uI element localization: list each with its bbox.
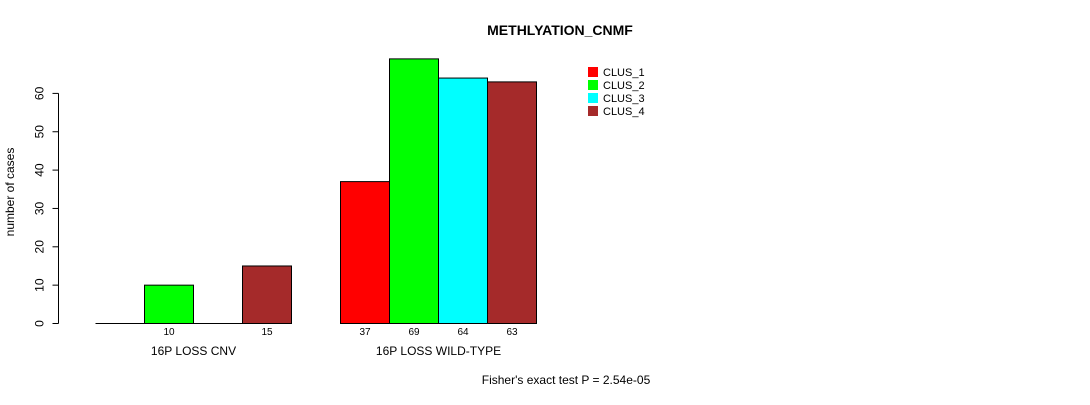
group-labels: 16P LOSS CNV 16P LOSS WILD-TYPE — [151, 344, 501, 358]
bar-count-label: 15 — [261, 327, 273, 338]
bar-clus-1 — [340, 181, 390, 324]
y-tick-label: 40 — [33, 163, 47, 177]
legend-swatch — [588, 93, 598, 103]
chart-title: METHLYATION_CNMF — [487, 22, 633, 38]
legend-swatch — [588, 106, 598, 116]
legend-label: CLUS_1 — [603, 67, 645, 79]
y-tick-label: 60 — [33, 86, 47, 100]
bar-count-label: 64 — [457, 327, 469, 338]
bar-clus-2 — [389, 58, 439, 324]
bar-clus-4 — [487, 81, 537, 324]
legend-swatch — [588, 80, 598, 90]
fisher-test-annotation: Fisher's exact test P = 2.54e-05 — [482, 373, 651, 387]
bar-clus-3 — [438, 77, 488, 324]
bar-clus-2 — [144, 284, 194, 324]
y-axis-label: number of cases — [3, 148, 17, 237]
legend-swatch — [588, 67, 598, 77]
y-tick-label: 50 — [33, 125, 47, 139]
bar-series — [95, 58, 537, 325]
y-tick-label: 0 — [33, 320, 47, 327]
y-tick-label: 20 — [33, 240, 47, 254]
legend-label: CLUS_3 — [603, 93, 645, 105]
category-label: 16P LOSS CNV — [151, 344, 236, 358]
y-axis: 0 10 20 30 40 50 60 — [33, 86, 59, 327]
category-label: 16P LOSS WILD-TYPE — [376, 344, 501, 358]
bar-count-label: 69 — [408, 327, 420, 338]
y-tick-label: 10 — [33, 278, 47, 292]
count-labels: 10 15 37 69 64 63 — [163, 327, 518, 338]
bar-count-label: 63 — [506, 327, 518, 338]
bar-count-label: 37 — [359, 327, 371, 338]
legend-label: CLUS_2 — [603, 80, 645, 92]
bar-clus-4 — [242, 265, 292, 325]
y-tick-label: 30 — [33, 201, 47, 215]
legend-label: CLUS_4 — [603, 106, 645, 118]
bar-count-label: 10 — [163, 327, 175, 338]
